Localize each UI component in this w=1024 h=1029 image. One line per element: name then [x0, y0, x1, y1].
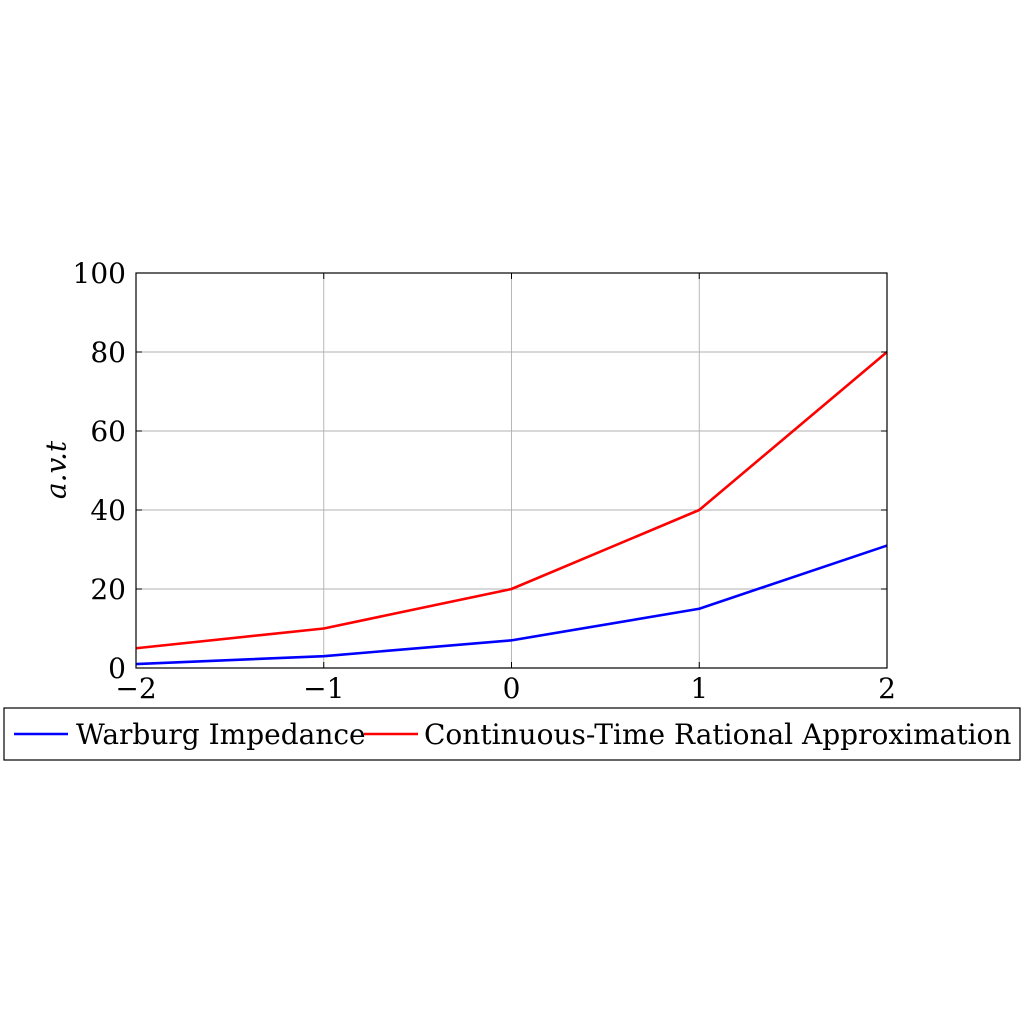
y-axis-label: a.v.t	[40, 440, 73, 499]
grid	[135, 272, 888, 669]
x-tick-label: 0	[503, 672, 521, 705]
y-axis: 0 20 40 60 80 100	[73, 257, 887, 685]
legend: Warburg Impedance Continuous-Time Rationa…	[3, 707, 1021, 761]
x-tick-label: −1	[303, 672, 344, 705]
legend-label-1: Warburg Impedance	[76, 718, 366, 751]
y-tick-label: 60	[90, 415, 126, 448]
x-axis: −2 −1 0 1 2	[115, 273, 896, 705]
series-lines	[135, 351, 888, 666]
y-tick-label: 100	[73, 257, 126, 290]
x-tick-label: −2	[115, 672, 156, 705]
y-tick-label: 20	[90, 573, 126, 606]
series-line-1	[135, 544, 888, 666]
legend-label-2: Continuous-Time Rational Approximation	[424, 718, 1011, 751]
x-tick-label: 1	[690, 672, 708, 705]
y-tick-label: 0	[108, 652, 126, 685]
x-tick-label: 2	[878, 672, 896, 705]
legend-box	[3, 707, 1021, 761]
series-line-2	[135, 351, 888, 650]
y-tick-label: 40	[90, 494, 126, 527]
y-tick-label: 80	[90, 336, 126, 369]
